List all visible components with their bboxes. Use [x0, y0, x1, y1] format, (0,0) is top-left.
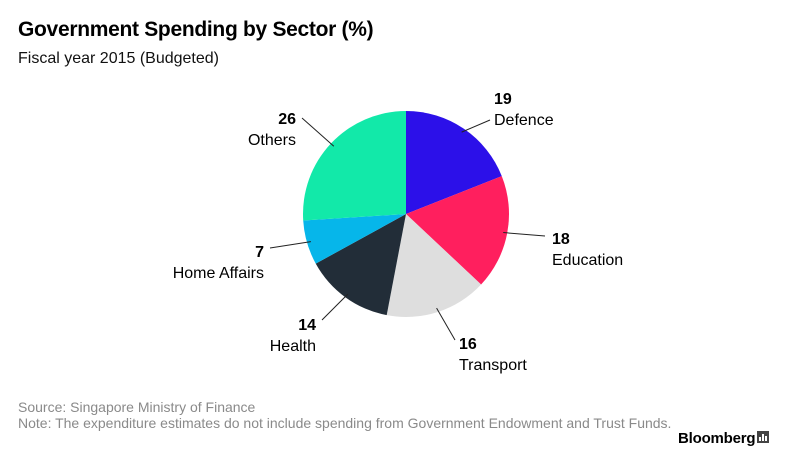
leader-line-home-affairs: [269, 241, 312, 249]
data-label-name-home-affairs: Home Affairs: [173, 265, 264, 282]
data-label-name-education: Education: [552, 252, 623, 269]
leader-line-education: [503, 232, 546, 237]
leader-line-transport: [436, 307, 456, 341]
leader-line-others: [301, 117, 335, 147]
pie-slice-home-affairs: [303, 214, 406, 264]
data-label-name-health: Health: [270, 338, 316, 355]
note-line: Note: The expenditure estimates do not i…: [18, 415, 672, 431]
pie-slice-health: [315, 214, 406, 316]
data-label-value-transport: 16: [459, 336, 477, 353]
brand-logo: Bloomberg: [678, 430, 756, 447]
source-line: Source: Singapore Ministry of Finance: [18, 399, 256, 415]
pie-slice-others: [302, 111, 406, 221]
leader-line-defence: [461, 119, 491, 133]
data-label-value-health: 14: [298, 317, 316, 334]
bloomberg-terminal-icon: [757, 431, 769, 443]
pie-slice-transport: [386, 214, 482, 317]
data-label-name-defence: Defence: [494, 112, 554, 129]
data-label-value-home-affairs: 7: [255, 244, 264, 261]
data-label-value-defence: 19: [494, 91, 512, 108]
pie-slice-defence: [406, 111, 502, 214]
data-label-name-others: Others: [248, 132, 296, 149]
data-label-value-others: 26: [278, 111, 296, 128]
pie-slice-education: [406, 176, 509, 285]
chart-subtitle: Fiscal year 2015 (Budgeted): [18, 50, 219, 67]
leader-line-health: [321, 293, 349, 321]
source-note: Source: Singapore Ministry of Finance No…: [18, 399, 678, 431]
data-label-name-transport: Transport: [459, 357, 527, 374]
data-label-value-education: 18: [552, 231, 570, 248]
chart-title: Government Spending by Sector (%): [18, 18, 374, 41]
